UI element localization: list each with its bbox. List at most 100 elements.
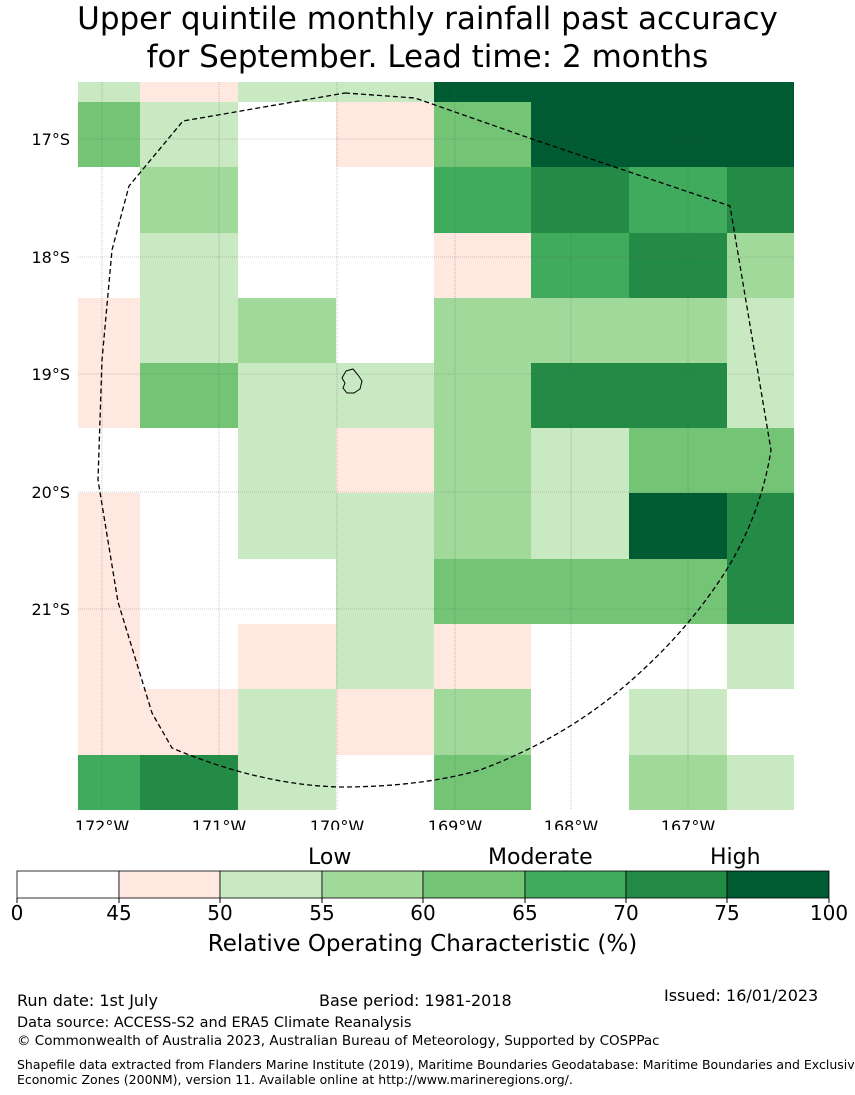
grid-cell (78, 428, 140, 493)
category-moderate: Moderate (488, 845, 593, 870)
latitude-label: 19°S (31, 365, 70, 384)
grid-cell (238, 559, 336, 624)
grid-cell (336, 493, 434, 559)
copyright: © Commonwealth of Australia 2023, Austra… (17, 1033, 660, 1049)
grid-cell (238, 167, 336, 233)
grid-cell (531, 493, 629, 559)
longitude-label: 170°W (310, 817, 365, 830)
eez-boundary (97, 92, 772, 788)
grid-cell (434, 167, 531, 233)
grid-cell (531, 624, 629, 689)
grid-cell (140, 363, 238, 428)
grid-cell (434, 363, 531, 428)
map-title: Upper quintile monthly rainfall past acc… (0, 0, 855, 76)
grid-cell (629, 298, 727, 363)
grid-cell (727, 493, 794, 559)
grid-cell (434, 559, 531, 624)
grid-cell (727, 559, 794, 624)
grid-cell (336, 102, 434, 167)
grid-cell (531, 102, 629, 167)
grid-cell (727, 363, 794, 428)
colorbar-segment (16, 870, 120, 899)
grid-cell (78, 167, 140, 233)
grid-cell (78, 624, 140, 689)
grid-cell (434, 624, 531, 689)
grid-cell (727, 233, 794, 298)
grid-cell (531, 755, 629, 810)
grid-cell (727, 102, 794, 167)
category-high: High (710, 845, 761, 870)
colorbar-tick-75: 75 (714, 901, 740, 925)
grid-cell (140, 755, 238, 810)
map-title-line1: Upper quintile monthly rainfall past acc… (77, 1, 778, 37)
map-title-line2: for September. Lead time: 2 months (146, 39, 709, 75)
grid-cell (727, 82, 794, 102)
grid-cell (629, 363, 727, 428)
grid-cell (336, 755, 434, 810)
grid-cell (434, 428, 531, 493)
grid-cell (727, 755, 794, 810)
grid-cell (629, 493, 727, 559)
island-outline (341, 368, 363, 394)
grid-cell (629, 82, 727, 102)
grid-cell (629, 233, 727, 298)
colorbar-tick-100: 100 (809, 901, 849, 925)
grid-cell (140, 428, 238, 493)
colorbar-segment (524, 870, 627, 899)
latitude-label: 21°S (31, 600, 70, 619)
grid-cell (434, 689, 531, 755)
grid-cell (629, 755, 727, 810)
colorbar-segment (118, 870, 221, 899)
longitude-label: 172°W (75, 817, 130, 830)
grid-cell (727, 624, 794, 689)
grid-cell (434, 102, 531, 167)
colorbar (16, 870, 830, 903)
colorbar-segment (726, 870, 830, 899)
grid-cell (727, 428, 794, 493)
grid-cell (78, 102, 140, 167)
accuracy-map: 17°S 18°S 19°S 20°S 21°S 172°W 171°W 170°W 169°W… (31, 82, 794, 830)
grid-cell (336, 624, 434, 689)
grid-cell (238, 428, 336, 493)
grid-cell (629, 689, 727, 755)
grid-cell (238, 102, 336, 167)
grid-cell (434, 82, 531, 102)
colorbar-title: Relative Operating Characteristic (%) (207, 931, 638, 957)
grid-cell (238, 363, 336, 428)
grid-cell (531, 298, 629, 363)
grid-cell (336, 233, 434, 298)
grid-cell (140, 559, 238, 624)
colorbar-tick-60: 60 (410, 901, 436, 925)
grid-cell (78, 82, 140, 102)
latitude-label: 18°S (31, 248, 70, 267)
shapefile-credit-line1: Shapefile data extracted from Flanders M… (17, 1057, 855, 1072)
grid-cell (140, 167, 238, 233)
grid-cell (531, 82, 629, 102)
colorbar-segment (219, 870, 323, 899)
longitude-label: 168°W (544, 817, 599, 830)
grid-cell (434, 298, 531, 363)
base-period: Base period: 1981-2018 (319, 991, 512, 1010)
grid-cell (78, 298, 140, 363)
grid-cell (629, 428, 727, 493)
grid-cell (140, 624, 238, 689)
grid-cell (531, 559, 629, 624)
colorbar-tick-0: 0 (10, 901, 24, 925)
colorbar-tick-65: 65 (512, 901, 538, 925)
grid-cell (336, 298, 434, 363)
grid-cell (727, 167, 794, 233)
grid-cell (238, 233, 336, 298)
grid-cell (140, 102, 238, 167)
grid-cell (238, 624, 336, 689)
grid-cell (78, 755, 140, 810)
latitude-label: 17°S (31, 130, 70, 149)
colorbar-tick-45: 45 (106, 901, 132, 925)
colorbar-segment (625, 870, 728, 899)
issued-date: Issued: 16/01/2023 (664, 986, 819, 1005)
grid-cell (531, 363, 629, 428)
grid-cell (78, 363, 140, 428)
grid-cell (434, 493, 531, 559)
run-date: Run date: 1st July (17, 991, 158, 1010)
colorbar-segment (422, 870, 526, 899)
grid-cell (140, 298, 238, 363)
